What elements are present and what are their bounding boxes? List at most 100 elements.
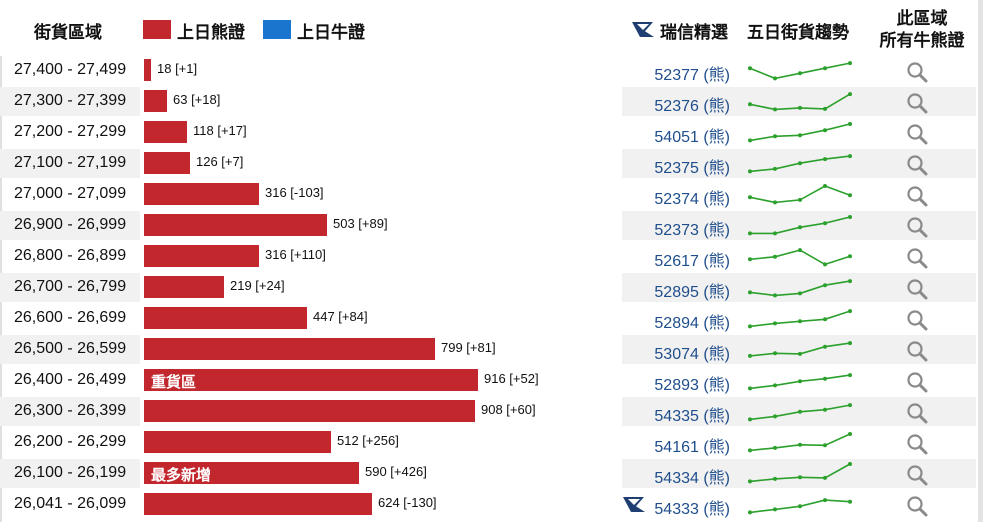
- search-icon[interactable]: [906, 309, 928, 331]
- warrant-code-link[interactable]: 54161 (熊): [654, 439, 730, 456]
- search-icon[interactable]: [906, 278, 928, 300]
- warrant-code-link[interactable]: 52893 (熊): [654, 377, 730, 394]
- bear-legend-label: 上日熊證: [177, 23, 245, 42]
- bar-value-label: 316 [-103]: [265, 185, 324, 200]
- search-icon[interactable]: [906, 433, 928, 455]
- row-range: 27,000 - 27,099: [14, 185, 127, 202]
- table-row: 26,041 - 26,099 624 [-130] 54333 (熊): [0, 490, 976, 521]
- table-row: 27,300 - 27,399 63 [+18] 52376 (熊): [0, 87, 976, 118]
- search-icon[interactable]: [906, 371, 928, 393]
- trend-point: [798, 409, 802, 414]
- search-icon[interactable]: [906, 92, 928, 114]
- search-icon[interactable]: [906, 464, 928, 486]
- trend-point: [823, 344, 827, 349]
- bull-legend-swatch: [263, 20, 291, 39]
- trend-point: [748, 324, 752, 329]
- trend-point: [798, 105, 802, 110]
- row-background-right: [622, 273, 976, 302]
- table-header: 街貨區域 上日熊證 上日牛證 瑞信精選 五日街貨趨勢 此區域 所有牛熊證: [0, 0, 976, 56]
- warrant-code-link[interactable]: 52374 (熊): [654, 191, 730, 208]
- trend-point: [773, 200, 777, 205]
- row-range: 26,300 - 26,399: [14, 402, 127, 419]
- bar-value-label: 63 [+18]: [173, 92, 221, 107]
- trend-point: [798, 197, 802, 202]
- bear-volume-bar: [144, 90, 167, 112]
- warrant-code-link[interactable]: 54333 (熊): [654, 501, 730, 518]
- trend-point: [848, 279, 852, 284]
- search-icon[interactable]: [906, 216, 928, 238]
- bull-legend-label: 上日牛證: [297, 23, 365, 42]
- trend-point: [848, 341, 852, 346]
- bar-value-label: 118 [+17]: [193, 123, 247, 138]
- warrant-code-link[interactable]: 54335 (熊): [654, 408, 730, 425]
- trend-line: [749, 433, 851, 452]
- trend-point: [773, 383, 777, 388]
- trend-point: [798, 442, 802, 447]
- warrant-code-link[interactable]: 52376 (熊): [654, 98, 730, 115]
- bear-volume-bar: [144, 307, 307, 329]
- bar-value-label: 590 [+426]: [365, 464, 427, 479]
- warrant-code-link[interactable]: 52375 (熊): [654, 160, 730, 177]
- trend-point: [773, 476, 777, 481]
- trend-point: [748, 169, 752, 174]
- warrant-code-link[interactable]: 54334 (熊): [654, 470, 730, 487]
- trend-point: [773, 293, 777, 298]
- warrant-code-link[interactable]: 52894 (熊): [654, 315, 730, 332]
- table-row: 26,300 - 26,399 908 [+60] 54335 (熊): [0, 397, 976, 428]
- warrant-code-link[interactable]: 53074 (熊): [654, 346, 730, 363]
- bear-volume-bar: [144, 152, 190, 174]
- search-icon[interactable]: [906, 154, 928, 176]
- search-icon[interactable]: [906, 247, 928, 269]
- distribution-rows: 27,400 - 27,499 18 [+1] 52377 (熊) 27,300 - …: [0, 56, 976, 521]
- trend-point: [798, 71, 802, 76]
- five-day-trend-sparkline: [748, 498, 852, 515]
- row-range: 26,200 - 26,299: [14, 433, 127, 450]
- table-row: 27,200 - 27,299 118 [+17] 54051 (熊): [0, 118, 976, 149]
- search-icon[interactable]: [906, 495, 928, 517]
- trend-point: [798, 225, 802, 230]
- trend-point: [848, 215, 852, 219]
- trend-point: [798, 161, 802, 166]
- bar-value-label: 799 [+81]: [441, 340, 496, 355]
- row-range: 27,200 - 27,299: [14, 123, 127, 140]
- trend-point: [773, 414, 777, 419]
- row-background: [0, 459, 140, 488]
- row-range: 26,400 - 26,499: [14, 371, 127, 388]
- trend-point: [848, 61, 852, 66]
- five-day-trend-sparkline: [748, 403, 852, 422]
- trend-point: [848, 122, 852, 126]
- five-day-trend-sparkline: [748, 279, 852, 298]
- search-icon[interactable]: [906, 123, 928, 145]
- row-background-right: [622, 335, 976, 364]
- warrant-code-link[interactable]: 52377 (熊): [654, 67, 730, 84]
- table-row: 26,700 - 26,799 219 [+24] 52895 (熊): [0, 273, 976, 304]
- bear-volume-bar: [144, 276, 224, 298]
- table-row: 26,900 - 26,999 503 [+89] 52373 (熊): [0, 211, 976, 242]
- trend-point: [848, 309, 852, 314]
- warrant-code-link[interactable]: 52617 (熊): [654, 253, 730, 270]
- search-icon[interactable]: [906, 61, 928, 83]
- row-range: 26,041 - 26,099: [14, 495, 127, 512]
- warrant-code-link[interactable]: 54051 (熊): [654, 129, 730, 146]
- warrant-code-link[interactable]: 52895 (熊): [654, 284, 730, 301]
- search-icon[interactable]: [906, 185, 928, 207]
- trend-point: [823, 106, 827, 111]
- five-day-trend-sparkline: [748, 92, 852, 112]
- trend-point: [773, 134, 777, 139]
- trend-point: [798, 475, 802, 480]
- trend-point: [798, 133, 802, 138]
- five-day-trend-sparkline: [748, 373, 852, 391]
- warrant-code-link[interactable]: 52373 (熊): [654, 222, 730, 239]
- row-range: 26,700 - 26,799: [14, 278, 127, 295]
- trend-point: [748, 102, 752, 107]
- five-day-trend-sparkline: [748, 432, 852, 453]
- trend-line: [749, 249, 851, 266]
- trend-point: [823, 128, 827, 133]
- bar-value-label: 219 [+24]: [230, 278, 285, 293]
- bar-value-label: 503 [+89]: [333, 216, 388, 231]
- row-range: 26,500 - 26,599: [14, 340, 127, 357]
- search-icon[interactable]: [906, 402, 928, 424]
- trend-point: [748, 290, 752, 295]
- search-icon[interactable]: [906, 340, 928, 362]
